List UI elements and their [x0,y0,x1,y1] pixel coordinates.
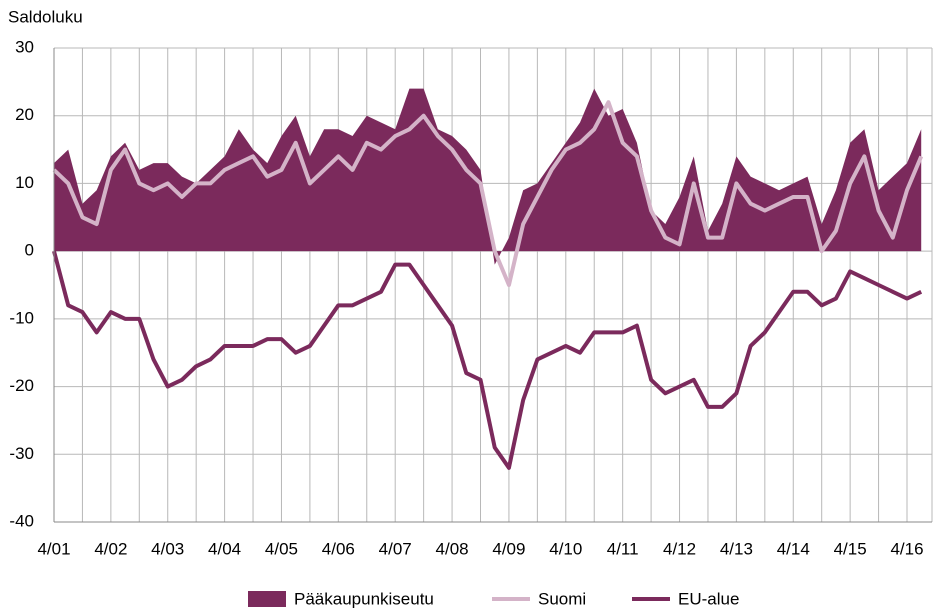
y-axis-label: Saldoluku [8,7,83,26]
x-tick-label: 4/13 [720,539,753,558]
x-tick-label: 4/07 [379,539,412,558]
line [52,100,924,287]
x-tick-label: 4/15 [834,539,867,558]
x-tick-label: 4/08 [436,539,469,558]
y-tick-label: 30 [15,37,34,56]
line [52,250,923,470]
x-tick-label: 4/10 [549,539,582,558]
legend-label: Suomi [538,589,586,608]
y-tick-label: -20 [9,376,34,395]
y-tick-label: 20 [15,105,34,124]
y-tick-label: -10 [9,308,34,327]
x-tick-label: 4/05 [265,539,298,558]
x-tick-label: 4/02 [94,539,127,558]
y-tick-label: 0 [25,241,34,260]
legend-label: Pääkaupunkiseutu [294,589,434,608]
area [54,88,922,265]
x-tick-label: 4/04 [208,539,241,558]
x-tick-label: 4/06 [322,539,355,558]
legend-label: EU-alue [678,589,739,608]
x-tick-label: 4/14 [777,539,810,558]
x-tick-label: 4/09 [492,539,525,558]
x-tick-label: 4/16 [890,539,923,558]
legend-swatch [248,591,286,607]
x-tick-label: 4/11 [607,539,639,558]
x-tick-label: 4/03 [151,539,184,558]
x-tick-label: 4/12 [663,539,696,558]
y-tick-label: 10 [15,173,34,192]
y-tick-label: -30 [9,444,34,463]
x-tick-label: 4/01 [37,539,70,558]
y-tick-label: -40 [9,511,34,530]
